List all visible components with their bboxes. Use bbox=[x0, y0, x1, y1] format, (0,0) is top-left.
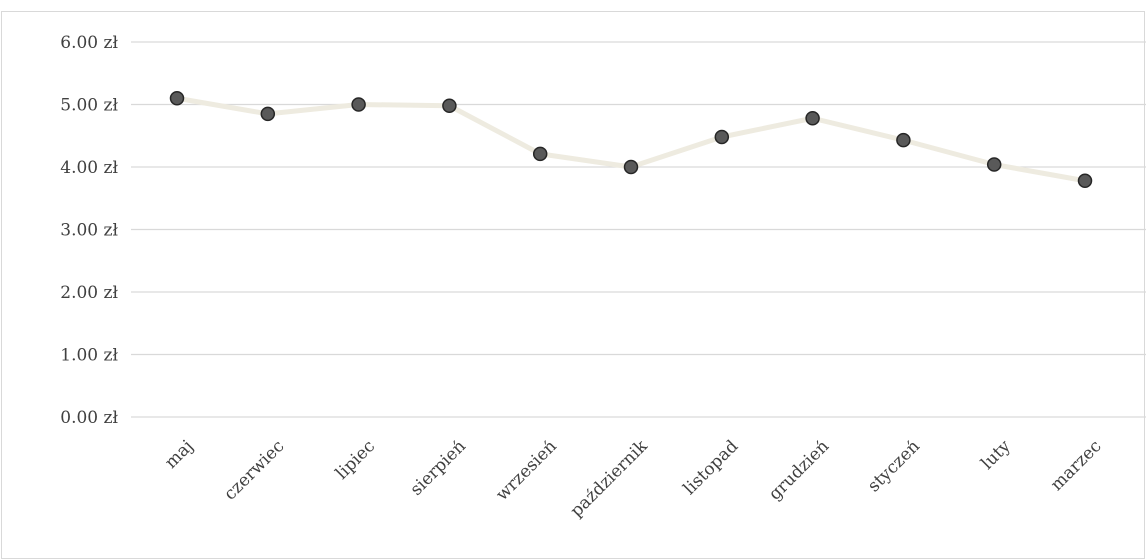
data-point bbox=[623, 159, 639, 175]
x-tick-label: maj bbox=[161, 436, 197, 472]
x-tick-label: listopad bbox=[680, 436, 743, 499]
y-tick-label: 1.00 zł bbox=[60, 346, 118, 366]
data-point bbox=[1077, 173, 1093, 188]
data-point bbox=[805, 111, 820, 126]
y-tick-label: 2.00 zł bbox=[60, 283, 118, 303]
y-tick-label: 6.00 zł bbox=[60, 33, 118, 53]
x-tick-label: luty bbox=[977, 436, 1015, 474]
y-axis-tick-labels: 0.00 zł 1.00 zł 2.00 zł 3.00 zł 4.00 zł 5.00 … bbox=[60, 33, 118, 428]
data-point bbox=[351, 97, 366, 112]
data-point bbox=[442, 98, 457, 113]
x-tick-label: lipiec bbox=[332, 436, 379, 483]
data-point bbox=[896, 132, 911, 148]
x-tick-label: październik bbox=[567, 436, 652, 521]
series-markers bbox=[169, 91, 1093, 188]
x-tick-label: styczeń bbox=[864, 436, 924, 496]
x-tick-label: sierpień bbox=[407, 436, 470, 499]
data-point bbox=[260, 106, 276, 122]
x-tick-label: marzec bbox=[1047, 436, 1106, 495]
y-tick-label: 3.00 zł bbox=[60, 221, 118, 241]
y-tick-label: 0.00 zł bbox=[60, 408, 118, 428]
data-point bbox=[986, 157, 1002, 172]
y-tick-label: 5.00 zł bbox=[60, 96, 118, 116]
x-tick-label: grudzień bbox=[765, 436, 833, 504]
data-point bbox=[714, 129, 730, 145]
x-tick-label: czerwiec bbox=[220, 436, 288, 504]
data-point bbox=[169, 91, 185, 106]
y-tick-label: 4.00 zł bbox=[60, 158, 118, 178]
gridlines bbox=[131, 41, 1146, 418]
data-point bbox=[532, 146, 548, 162]
x-axis-tick-labels: maj czerwiec lipiec sierpień wrzesień paździe… bbox=[161, 436, 1105, 521]
x-tick-label: wrzesień bbox=[492, 436, 561, 505]
